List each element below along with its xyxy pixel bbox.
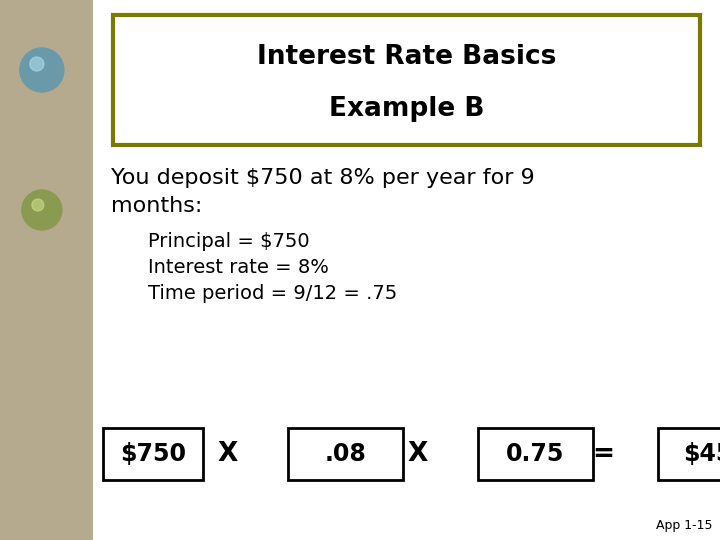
- Text: X: X: [408, 441, 428, 467]
- Text: $750: $750: [120, 442, 186, 466]
- Bar: [113, 15, 700, 145]
- Bar: [658, 428, 720, 480]
- Bar: [103, 428, 203, 480]
- Circle shape: [30, 57, 44, 71]
- Text: App 1-15: App 1-15: [655, 519, 712, 532]
- Circle shape: [20, 48, 64, 92]
- Text: Interest rate = 8%: Interest rate = 8%: [148, 258, 329, 277]
- Text: You deposit $750 at 8% per year for 9: You deposit $750 at 8% per year for 9: [111, 168, 535, 188]
- Circle shape: [32, 199, 44, 211]
- Text: Interest Rate Basics: Interest Rate Basics: [257, 44, 556, 70]
- Bar: [478, 428, 593, 480]
- Text: X: X: [218, 441, 238, 467]
- Text: Principal = $750: Principal = $750: [148, 232, 310, 251]
- Text: =: =: [592, 441, 614, 467]
- Text: .08: .08: [325, 442, 366, 466]
- Bar: [288, 428, 403, 480]
- Text: $45: $45: [683, 442, 720, 466]
- Text: 0.75: 0.75: [506, 442, 564, 466]
- Text: Example B: Example B: [329, 96, 485, 122]
- Text: months:: months:: [111, 196, 202, 216]
- Bar: [93, 0, 720, 540]
- Text: Time period = 9/12 = .75: Time period = 9/12 = .75: [148, 284, 397, 303]
- Circle shape: [22, 190, 62, 230]
